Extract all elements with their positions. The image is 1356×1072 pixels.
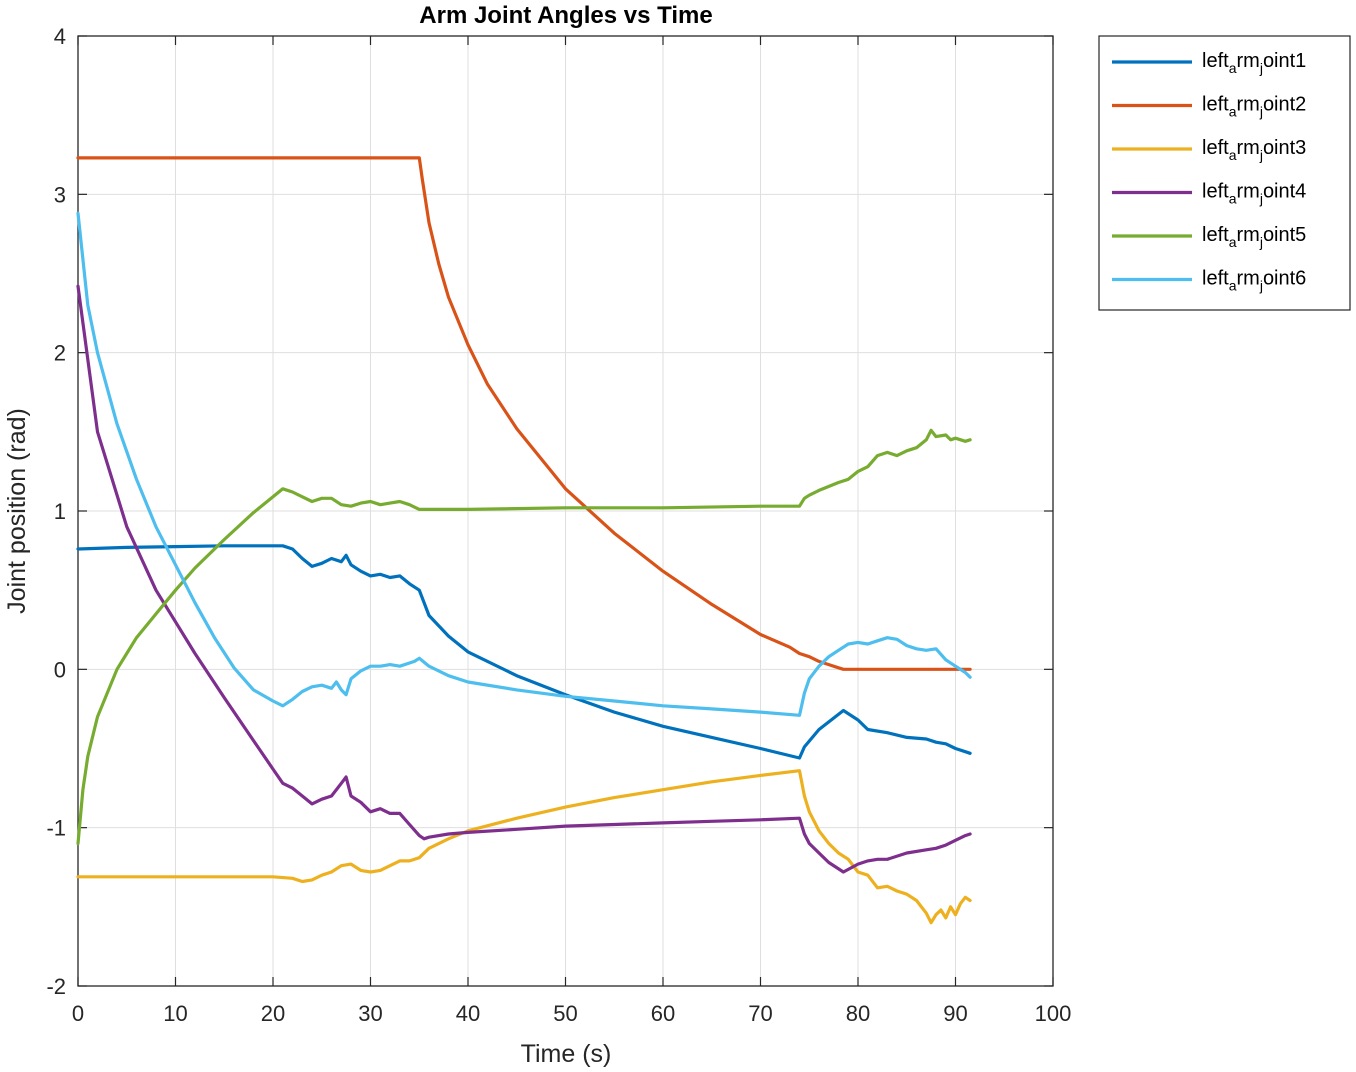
legend-box (1098, 35, 1351, 311)
y-tick-label: 1 (54, 499, 66, 524)
legend-label-joint3: leftarmjoint3 (1202, 137, 1306, 163)
legend-label-joint6: leftarmjoint6 (1202, 268, 1306, 294)
legend-label-part: j (1259, 234, 1263, 250)
legend-label-part: oint3 (1263, 137, 1306, 159)
legend-label-part: oint2 (1263, 94, 1306, 116)
y-tick-label: 4 (54, 24, 66, 49)
x-tick-label: 60 (651, 1001, 675, 1026)
y-tick-label: -1 (46, 816, 66, 841)
series-line-joint3 (76, 769, 972, 925)
legend-label-part: oint1 (1263, 50, 1306, 72)
legend-label-part: rm (1236, 268, 1259, 290)
x-tick-label: 80 (846, 1001, 870, 1026)
axis-ticks: 0 10 20 30 40 50 60 70 80 90 100 -2 -1 0 1 2 3 4 (46, 24, 1071, 1026)
series-line-joint6 (76, 211, 972, 717)
legend-label-part: j (1259, 104, 1263, 120)
x-tick-label: 90 (943, 1001, 967, 1026)
series-layer (76, 156, 972, 925)
legend-label-part: j (1259, 191, 1263, 207)
series-line-joint5 (76, 428, 972, 846)
legend-label-part: oint6 (1263, 268, 1306, 290)
legend: leftarmjoint1leftarmjoint2leftarmjoint3l… (1098, 35, 1351, 311)
legend-label-part: a (1229, 147, 1237, 163)
y-tick-label: -2 (46, 974, 66, 999)
legend-label-part: oint5 (1263, 224, 1306, 246)
y-tick-label: 0 (54, 657, 66, 682)
legend-label-part: left (1202, 224, 1229, 246)
legend-label-part: oint4 (1263, 181, 1306, 203)
legend-label-part: a (1229, 278, 1237, 294)
legend-label-joint2: leftarmjoint2 (1202, 94, 1306, 120)
legend-label-part: left (1202, 268, 1229, 290)
legend-label-part: rm (1236, 181, 1259, 203)
legend-label-part: a (1229, 104, 1237, 120)
legend-label-part: a (1229, 60, 1237, 76)
legend-label-part: rm (1236, 224, 1259, 246)
y-tick-label: 3 (54, 182, 66, 207)
legend-label-joint4: leftarmjoint4 (1202, 181, 1306, 207)
legend-label-part: left (1202, 181, 1229, 203)
x-tick-label: 70 (748, 1001, 772, 1026)
x-tick-label: 40 (456, 1001, 480, 1026)
legend-label-joint1: leftarmjoint1 (1202, 50, 1306, 76)
y-axis-label: Joint position (rad) (3, 408, 31, 614)
x-tick-label: 100 (1035, 1001, 1072, 1026)
x-tick-label: 0 (72, 1001, 84, 1026)
legend-label-part: j (1259, 278, 1263, 294)
series-line-joint2 (76, 156, 972, 671)
chart-title: Arm Joint Angles vs Time (419, 2, 712, 29)
x-tick-label: 20 (261, 1001, 285, 1026)
legend-label-part: rm (1236, 50, 1259, 72)
legend-label-part: left (1202, 137, 1229, 159)
legend-label-part: a (1229, 234, 1237, 250)
series-line-joint1 (76, 544, 972, 760)
series-line-joint4 (76, 284, 972, 874)
legend-label-part: left (1202, 50, 1229, 72)
legend-label-joint5: leftarmjoint5 (1202, 224, 1306, 250)
legend-label-part: rm (1236, 137, 1259, 159)
x-tick-label: 50 (553, 1001, 577, 1026)
x-axis-label: Time (s) (521, 1040, 612, 1068)
grid-lines (77, 35, 1054, 987)
legend-label-part: rm (1236, 94, 1259, 116)
y-tick-label: 2 (54, 341, 66, 366)
x-tick-label: 30 (358, 1001, 382, 1026)
legend-label-part: j (1259, 60, 1263, 76)
legend-label-part: j (1259, 147, 1263, 163)
legend-label-part: a (1229, 191, 1237, 207)
x-tick-label: 10 (163, 1001, 187, 1026)
legend-label-part: left (1202, 94, 1229, 116)
